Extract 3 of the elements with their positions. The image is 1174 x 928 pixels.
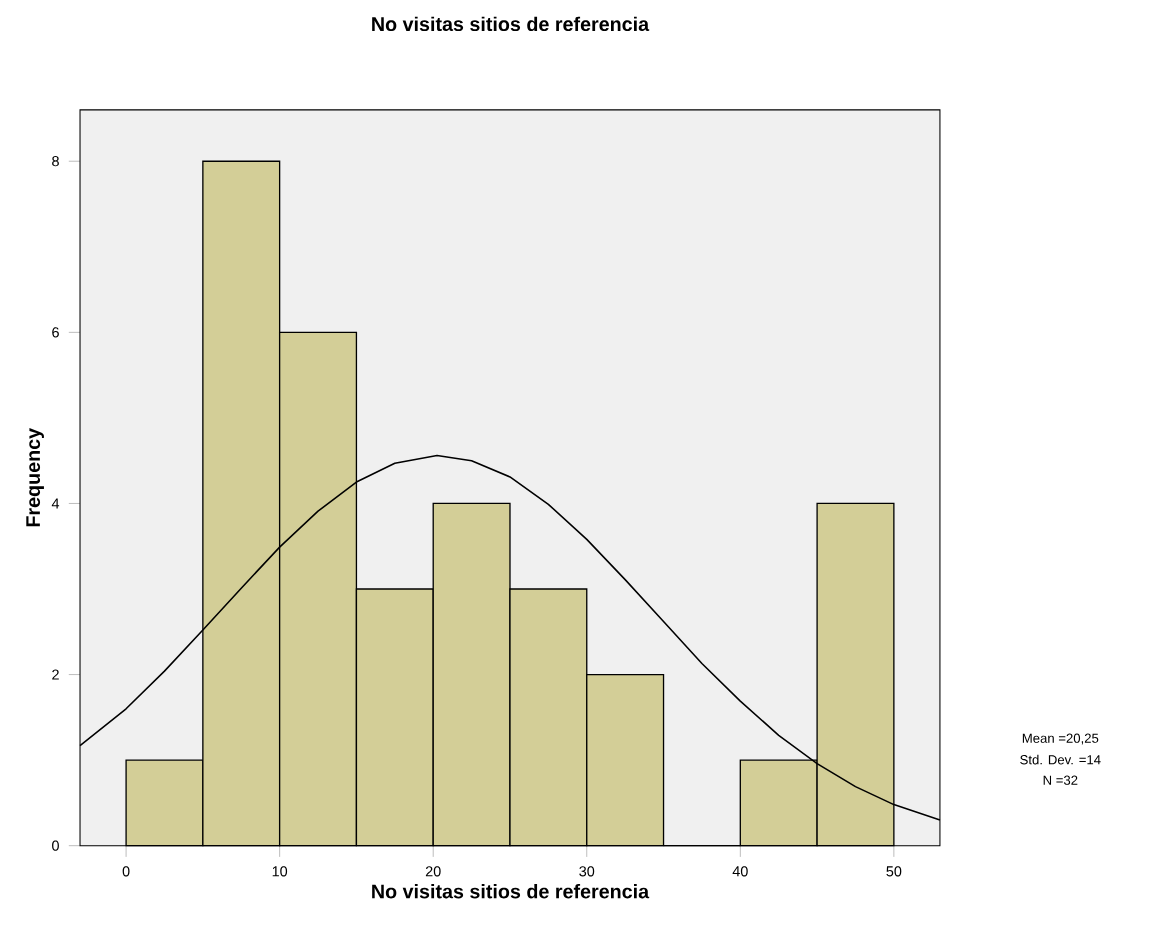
- y-axis-title: Frequency: [26, 428, 44, 527]
- x-axis-title: No visitas sitios de referencia: [372, 884, 650, 899]
- chart-title: No visitas sitios de referencia: [372, 16, 650, 32]
